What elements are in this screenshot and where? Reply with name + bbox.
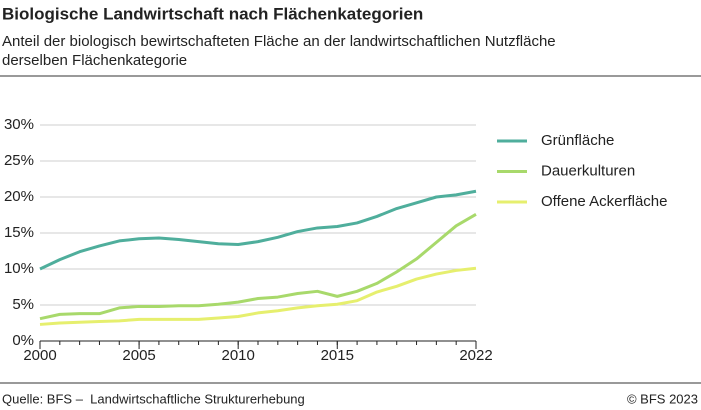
x-tick-label: 2005 [122, 347, 155, 364]
data-line [39, 212, 477, 321]
legend-label: Offene Ackerfläche [541, 193, 667, 210]
y-tick-label: 25% [4, 152, 34, 169]
y-tick-label: 0% [12, 332, 34, 349]
y-tick-label: 5% [12, 296, 34, 313]
data-line [39, 189, 477, 271]
x-tick-label: 2000 [23, 347, 56, 364]
source: Quelle: BFS – Landwirtschaftliche Strukt… [2, 391, 305, 406]
y-tick-label: 30% [4, 116, 34, 133]
x-tick-label: 2010 [221, 347, 254, 364]
x-tick-label: 2022 [459, 347, 492, 364]
chart-subtitle: derselben Flächenkategorie [2, 52, 187, 69]
x-tick-label: 2015 [321, 347, 354, 364]
data-line [39, 266, 477, 326]
chart-title: Biologische Landwirtschaft nach Flächenk… [2, 4, 423, 23]
y-tick-label: 10% [4, 260, 34, 277]
y-tick-label: 20% [4, 188, 34, 205]
y-tick-label: 15% [4, 224, 34, 241]
chart-subtitle: Anteil der biologisch bewirtschafteten F… [2, 33, 556, 50]
copyright: © BFS 2023 [627, 391, 698, 406]
legend-label: Dauerkulturen [541, 162, 635, 179]
legend-label: Grünfläche [541, 132, 614, 149]
